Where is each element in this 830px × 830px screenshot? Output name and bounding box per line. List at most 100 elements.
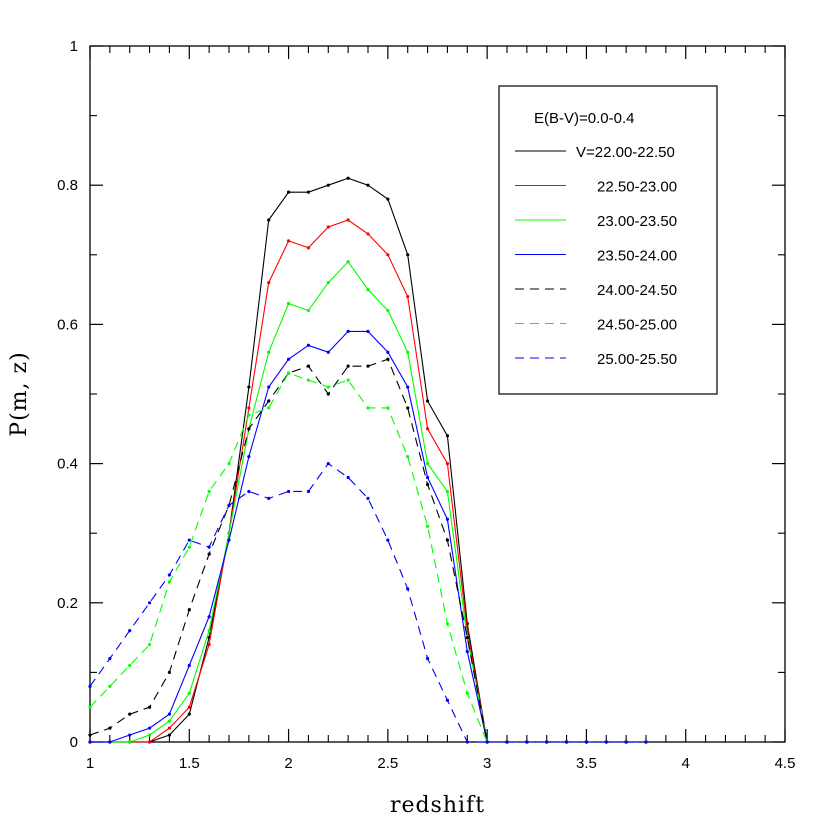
data-point <box>187 545 191 549</box>
y-tick-label: 0.6 <box>57 316 78 333</box>
data-point <box>286 239 291 243</box>
data-point <box>187 705 191 709</box>
data-point <box>326 350 330 354</box>
data-point <box>425 399 430 403</box>
data-point <box>406 587 410 591</box>
data-point <box>386 406 390 410</box>
data-point <box>187 691 191 695</box>
data-point <box>545 740 549 744</box>
data-point <box>366 406 370 410</box>
data-point <box>267 350 271 354</box>
data-point <box>425 482 430 487</box>
data-point <box>465 740 469 744</box>
y-tick-label: 1 <box>70 38 78 55</box>
data-point <box>306 246 311 250</box>
data-point <box>108 684 112 688</box>
data-point <box>207 552 211 556</box>
data-point <box>187 608 191 612</box>
data-point <box>326 392 330 396</box>
data-point <box>286 489 291 494</box>
data-point <box>247 385 251 389</box>
data-point <box>346 176 350 180</box>
data-point <box>247 489 251 494</box>
data-point <box>366 232 370 236</box>
data-point <box>227 531 231 535</box>
data-point <box>584 740 589 744</box>
data-point <box>306 489 311 494</box>
data-point <box>425 475 430 480</box>
data-point <box>128 733 132 737</box>
data-point <box>147 733 152 737</box>
data-point <box>207 629 211 633</box>
data-point <box>326 385 330 389</box>
legend-label: 24.50-25.00 <box>597 317 677 334</box>
data-point <box>286 371 291 375</box>
data-point <box>346 475 350 480</box>
y-tick-label: 0.8 <box>57 177 78 194</box>
data-point <box>247 413 251 417</box>
data-point <box>445 698 450 702</box>
data-point <box>366 496 370 500</box>
data-point <box>425 524 430 528</box>
x-tick-label: 3 <box>483 755 491 772</box>
data-point <box>366 288 370 292</box>
data-point <box>267 281 271 285</box>
series-line <box>89 462 646 743</box>
x-axis-title: redshift <box>390 793 485 818</box>
data-point <box>366 364 370 368</box>
x-tick-label: 2 <box>284 755 292 772</box>
data-point <box>167 573 172 577</box>
data-point <box>167 670 172 675</box>
data-point <box>326 462 330 466</box>
legend-label: 22.50-23.00 <box>597 179 677 196</box>
data-point <box>346 218 350 222</box>
data-point <box>406 455 410 459</box>
data-point <box>306 364 311 368</box>
data-point <box>624 740 628 744</box>
x-tick-label: 3.5 <box>576 755 597 772</box>
data-point <box>247 455 251 459</box>
data-point <box>147 740 152 744</box>
data-point <box>306 308 311 313</box>
data-point <box>108 740 112 744</box>
data-point <box>286 301 291 306</box>
data-point <box>366 183 370 187</box>
legend-label: 25.00-25.50 <box>597 351 677 368</box>
data-point <box>386 197 390 201</box>
data-point <box>167 733 172 737</box>
data-point <box>306 378 311 382</box>
legend: E(B-V)=0.0-0.4 V=22.00-22.50 22.50-23.00 23… <box>498 85 718 395</box>
data-point <box>525 740 529 744</box>
data-point <box>167 719 172 723</box>
data-point <box>386 350 390 354</box>
series-7 <box>88 462 648 744</box>
data-point <box>88 733 92 737</box>
data-point <box>88 740 92 744</box>
data-point <box>425 656 430 661</box>
data-point <box>326 183 330 187</box>
y-tick-label: 0 <box>70 734 78 751</box>
data-point <box>346 378 350 382</box>
data-point <box>346 364 350 368</box>
x-tick-label: 1 <box>86 755 94 772</box>
data-point <box>465 691 469 695</box>
y-tick-label: 0.4 <box>57 456 78 473</box>
x-tick-label: 1.5 <box>179 755 200 772</box>
data-point <box>108 656 112 661</box>
data-point <box>306 343 311 347</box>
data-point <box>406 294 410 299</box>
data-point <box>346 329 350 333</box>
data-point <box>445 517 450 521</box>
axes: 1 1.5 2 2.5 3 3.5 4 4.5 0 0.2 0.4 0.6 0.8 1 <box>57 38 795 772</box>
data-point <box>604 740 608 744</box>
data-point <box>425 462 430 466</box>
data-point <box>267 385 271 389</box>
data-point <box>465 649 469 654</box>
data-point <box>386 538 390 542</box>
legend-label: 23.50-24.00 <box>597 248 677 265</box>
data-point <box>128 712 132 716</box>
data-point <box>306 190 311 194</box>
data-point <box>227 503 231 507</box>
data-point <box>406 385 410 389</box>
data-point <box>128 629 132 633</box>
